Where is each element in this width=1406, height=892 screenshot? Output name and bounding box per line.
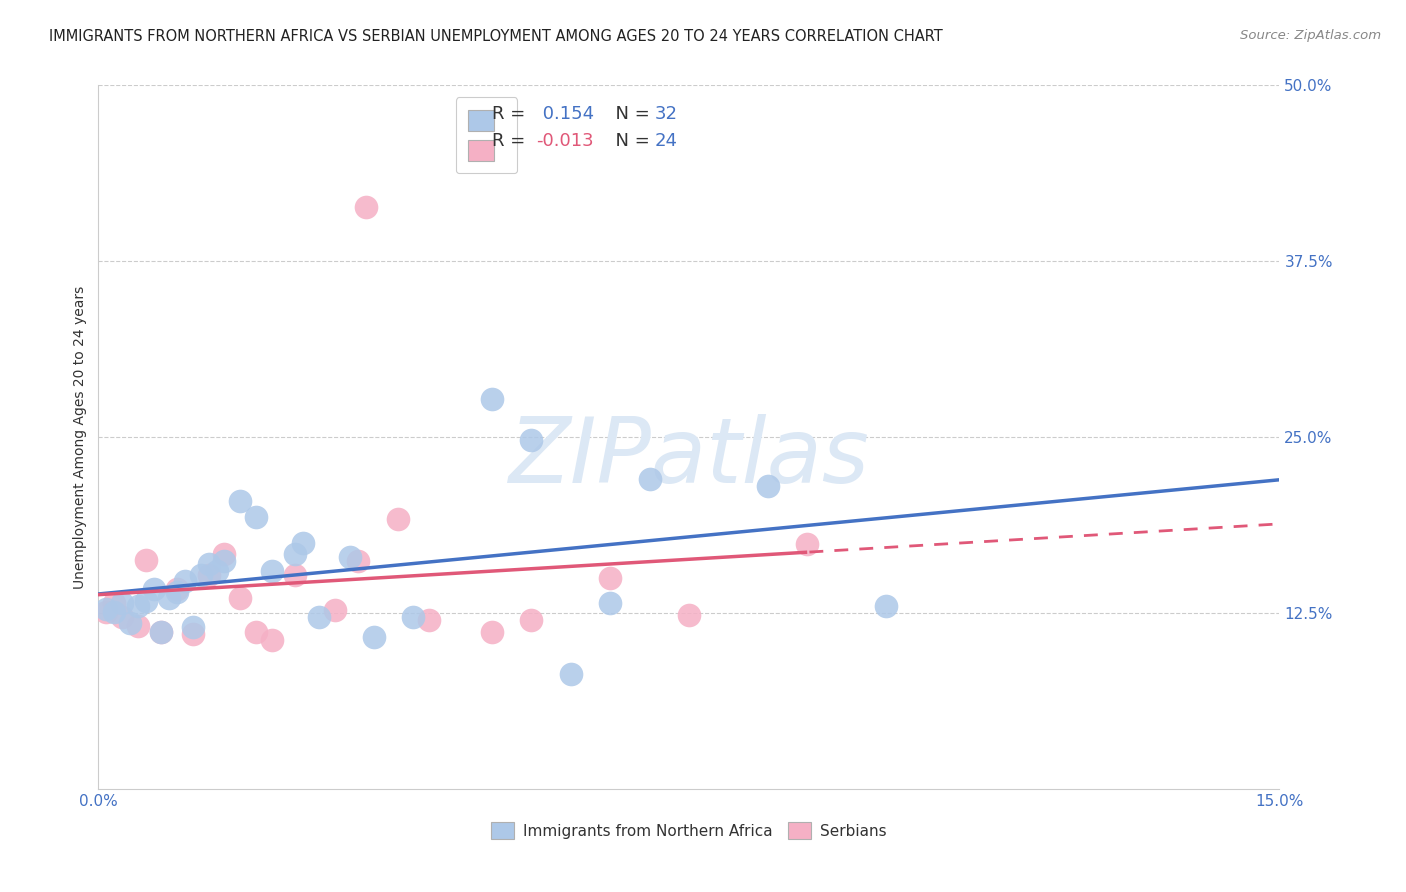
Point bbox=[174, 574, 197, 588]
Point bbox=[638, 472, 661, 486]
Point bbox=[135, 552, 157, 566]
Legend: Immigrants from Northern Africa, Serbians: Immigrants from Northern Africa, Serbian… bbox=[485, 816, 893, 846]
Text: 32: 32 bbox=[655, 105, 678, 123]
Text: -0.013: -0.013 bbox=[537, 132, 595, 150]
Point bbox=[284, 547, 307, 561]
Point bbox=[157, 591, 180, 605]
Point bbox=[308, 610, 330, 624]
Point bbox=[150, 624, 173, 639]
Point bbox=[875, 599, 897, 614]
Text: N =: N = bbox=[605, 105, 655, 123]
Text: 24: 24 bbox=[655, 132, 678, 150]
Point bbox=[103, 596, 125, 610]
Point bbox=[150, 624, 173, 639]
Point bbox=[599, 571, 621, 585]
Text: 0.154: 0.154 bbox=[537, 105, 593, 123]
Text: R =: R = bbox=[492, 105, 530, 123]
Point bbox=[166, 582, 188, 597]
Point bbox=[190, 568, 212, 582]
Point bbox=[197, 568, 219, 582]
Point bbox=[103, 605, 125, 619]
Text: N =: N = bbox=[605, 132, 655, 150]
Point bbox=[96, 602, 118, 616]
Point bbox=[292, 535, 315, 549]
Point bbox=[756, 479, 779, 493]
Point bbox=[197, 557, 219, 571]
Point bbox=[135, 593, 157, 607]
Point bbox=[260, 633, 283, 648]
Point bbox=[402, 610, 425, 624]
Point bbox=[387, 512, 409, 526]
Point bbox=[481, 624, 503, 639]
Point bbox=[284, 568, 307, 582]
Point bbox=[181, 620, 204, 634]
Text: R =: R = bbox=[492, 132, 530, 150]
Point bbox=[418, 613, 440, 627]
Point bbox=[678, 607, 700, 622]
Point bbox=[796, 537, 818, 551]
Point bbox=[323, 603, 346, 617]
Point bbox=[520, 433, 543, 447]
Point bbox=[520, 613, 543, 627]
Point bbox=[245, 624, 267, 639]
Point bbox=[142, 582, 165, 597]
Y-axis label: Unemployment Among Ages 20 to 24 years: Unemployment Among Ages 20 to 24 years bbox=[73, 285, 87, 589]
Point bbox=[481, 392, 503, 406]
Point bbox=[599, 596, 621, 610]
Point bbox=[245, 510, 267, 524]
Point bbox=[363, 630, 385, 644]
Point bbox=[214, 554, 236, 568]
Point bbox=[347, 554, 370, 568]
Point bbox=[127, 619, 149, 633]
Text: IMMIGRANTS FROM NORTHERN AFRICA VS SERBIAN UNEMPLOYMENT AMONG AGES 20 TO 24 YEAR: IMMIGRANTS FROM NORTHERN AFRICA VS SERBI… bbox=[49, 29, 943, 44]
Point bbox=[205, 564, 228, 578]
Point bbox=[229, 493, 252, 508]
Point bbox=[111, 610, 134, 624]
Point bbox=[260, 564, 283, 578]
Point bbox=[118, 616, 141, 631]
Point bbox=[96, 605, 118, 619]
Point bbox=[166, 585, 188, 599]
Text: ZIPatlas: ZIPatlas bbox=[509, 414, 869, 502]
Point bbox=[560, 666, 582, 681]
Text: Source: ZipAtlas.com: Source: ZipAtlas.com bbox=[1240, 29, 1381, 42]
Point bbox=[111, 596, 134, 610]
Point bbox=[127, 599, 149, 614]
Point bbox=[229, 591, 252, 605]
Point bbox=[354, 200, 377, 214]
Point bbox=[339, 549, 361, 564]
Point bbox=[181, 627, 204, 641]
Point bbox=[214, 547, 236, 561]
